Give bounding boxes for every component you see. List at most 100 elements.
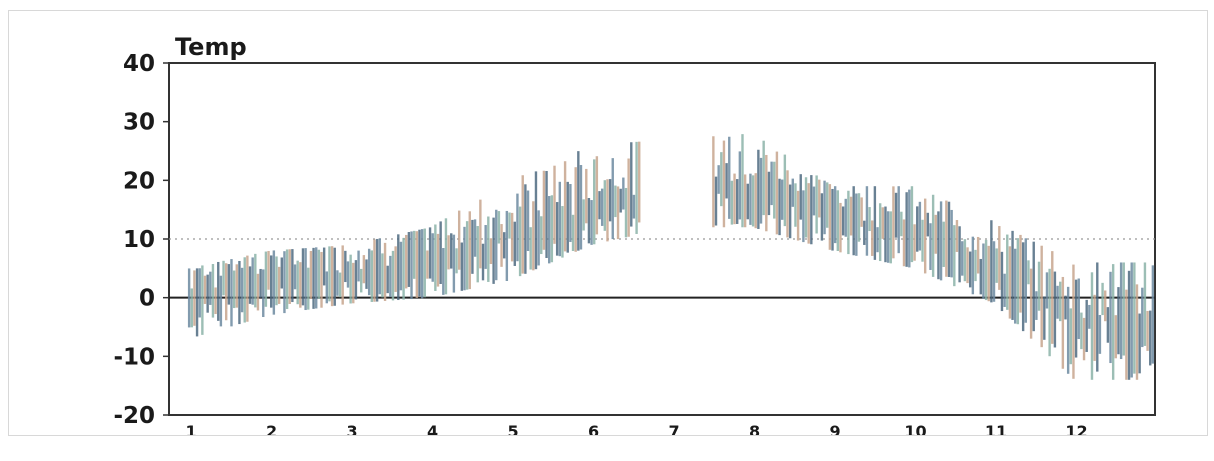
range-bar: [1072, 264, 1075, 379]
range-bar: [256, 273, 260, 311]
range-bar: [315, 247, 318, 309]
range-bar: [818, 179, 821, 218]
y-tick-label: 10: [123, 227, 155, 253]
range-bar: [386, 265, 389, 294]
range-bar: [820, 193, 824, 241]
range-bar: [190, 288, 193, 328]
x-tick-label: 3: [347, 422, 358, 435]
range-bar: [1085, 299, 1088, 352]
range-bar: [590, 200, 593, 245]
y-tick-label: 0: [139, 286, 155, 312]
range-bar: [1104, 290, 1107, 322]
range-bar: [328, 246, 331, 302]
range-bar: [1114, 315, 1118, 359]
range-bar: [1056, 285, 1059, 319]
range-bar: [635, 141, 638, 234]
range-bar: [373, 239, 376, 302]
x-tick-label: 8: [749, 422, 760, 435]
range-bar: [516, 193, 519, 262]
range-bar: [720, 152, 723, 207]
range-bar: [945, 200, 948, 277]
range-bar: [299, 262, 302, 308]
range-bar: [529, 227, 532, 270]
range-bar: [990, 220, 993, 303]
y-axis-label: Temp: [175, 33, 247, 61]
range-bar: [1080, 312, 1083, 350]
range-bar: [500, 224, 503, 267]
range-bar: [614, 185, 617, 218]
range-bar: [942, 221, 945, 267]
range-bar: [357, 250, 360, 282]
bars-layer: [187, 134, 1155, 380]
range-bar: [923, 198, 927, 274]
range-bar: [1082, 317, 1086, 361]
range-bar: [407, 232, 411, 287]
range-bar: [886, 211, 890, 263]
range-bar: [892, 186, 895, 259]
range-bar: [338, 272, 342, 298]
range-bar: [259, 268, 262, 298]
x-tick-label: 1: [186, 422, 197, 435]
range-bar: [1035, 291, 1038, 320]
range-bar: [1122, 262, 1125, 356]
range-bar: [275, 256, 278, 306]
range-bar: [487, 216, 490, 282]
range-bar: [1011, 230, 1014, 320]
range-bar: [630, 142, 633, 227]
range-bar: [616, 186, 620, 240]
range-bar: [741, 134, 744, 228]
range-bar: [502, 232, 506, 259]
range-bar: [855, 193, 858, 256]
range-bar: [1149, 310, 1152, 366]
range-bar: [921, 219, 924, 262]
range-bar: [600, 188, 604, 226]
range-bar: [251, 257, 254, 305]
range-bar: [415, 231, 419, 298]
range-bar: [375, 238, 379, 302]
range-bar: [624, 187, 628, 238]
range-bar: [833, 186, 837, 244]
x-tick-label: 2: [266, 422, 277, 435]
range-bar: [397, 234, 400, 301]
range-bar: [301, 248, 305, 306]
range-bar: [762, 140, 765, 216]
range-bar: [1051, 251, 1054, 344]
range-bar: [412, 230, 416, 279]
range-bar: [577, 151, 580, 251]
range-bar: [365, 259, 368, 289]
range-bar: [428, 227, 432, 279]
range-bar: [542, 170, 546, 250]
range-bar: [984, 239, 988, 301]
range-bar: [717, 165, 720, 194]
range-bar: [360, 268, 363, 293]
range-bar: [405, 234, 408, 289]
range-bar: [235, 264, 238, 308]
range-bar: [1024, 238, 1027, 323]
range-bar: [606, 179, 609, 242]
range-bar: [884, 206, 887, 263]
range-bar: [582, 199, 585, 231]
range-bar: [1048, 268, 1051, 357]
range-bar: [248, 266, 252, 304]
x-tick-label: 12: [1065, 422, 1087, 435]
range-bar: [317, 249, 321, 299]
range-bar: [540, 216, 543, 255]
range-bar: [836, 190, 840, 251]
range-bar: [304, 248, 307, 311]
range-bar: [187, 268, 191, 328]
range-bar: [1143, 262, 1147, 346]
range-bar: [929, 223, 932, 270]
range-bar: [277, 266, 281, 304]
range-bar: [802, 190, 805, 243]
range-bar: [860, 197, 863, 227]
range-bar: [463, 226, 466, 291]
range-bar: [370, 250, 374, 302]
range-bar: [288, 249, 291, 304]
range-bar: [214, 287, 217, 315]
range-bar: [267, 250, 270, 290]
range-bar: [495, 209, 498, 281]
range-bar: [910, 186, 914, 263]
range-bar: [460, 242, 464, 291]
range-bar: [918, 201, 922, 251]
range-bar: [436, 233, 440, 287]
